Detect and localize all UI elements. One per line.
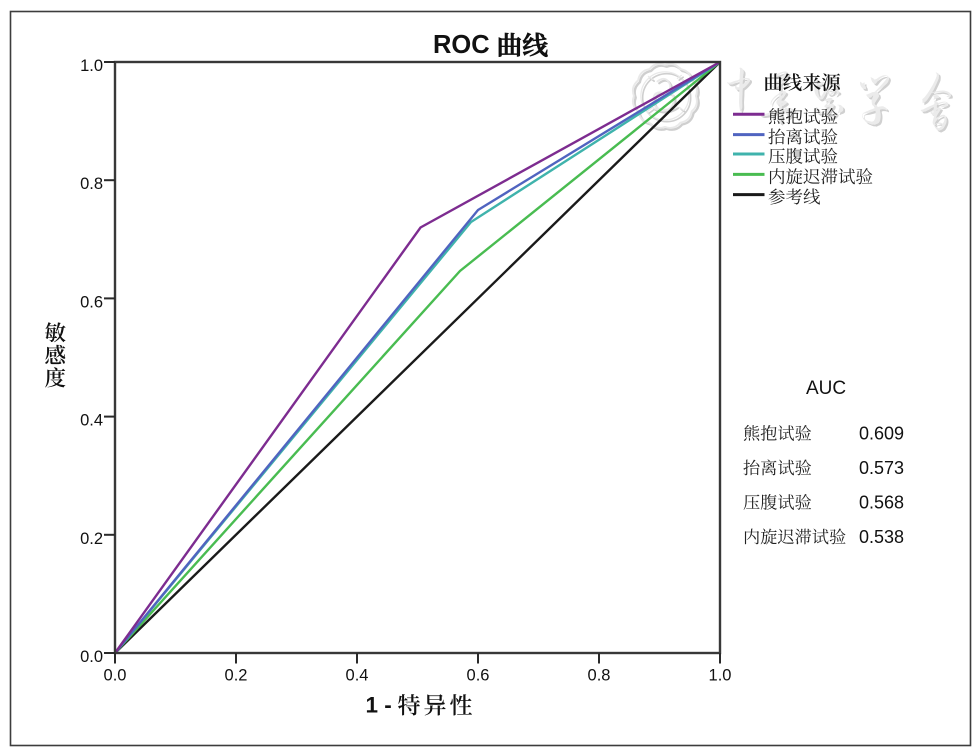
svg-text:0.609: 0.609 — [859, 424, 904, 444]
svg-text:0.4: 0.4 — [346, 667, 369, 685]
svg-text:AUC: AUC — [806, 378, 846, 399]
svg-text:0.8: 0.8 — [588, 667, 611, 685]
svg-text:0.0: 0.0 — [104, 667, 127, 685]
svg-text:0.6: 0.6 — [80, 293, 103, 311]
svg-text:0.4: 0.4 — [80, 412, 103, 430]
svg-text:1.0: 1.0 — [80, 57, 103, 75]
svg-text:1 -: 1 - — [366, 693, 392, 718]
svg-text:0.8: 0.8 — [80, 175, 103, 193]
svg-text:0.568: 0.568 — [859, 493, 904, 513]
svg-text:0.573: 0.573 — [859, 458, 904, 478]
svg-text:1.0: 1.0 — [709, 667, 732, 685]
svg-text:0.538: 0.538 — [859, 527, 904, 547]
svg-text:ROC: ROC — [433, 31, 490, 59]
svg-text:0.2: 0.2 — [80, 530, 103, 548]
svg-text:0.6: 0.6 — [467, 667, 490, 685]
svg-text:0.0: 0.0 — [80, 648, 103, 666]
svg-text:0.2: 0.2 — [225, 667, 248, 685]
